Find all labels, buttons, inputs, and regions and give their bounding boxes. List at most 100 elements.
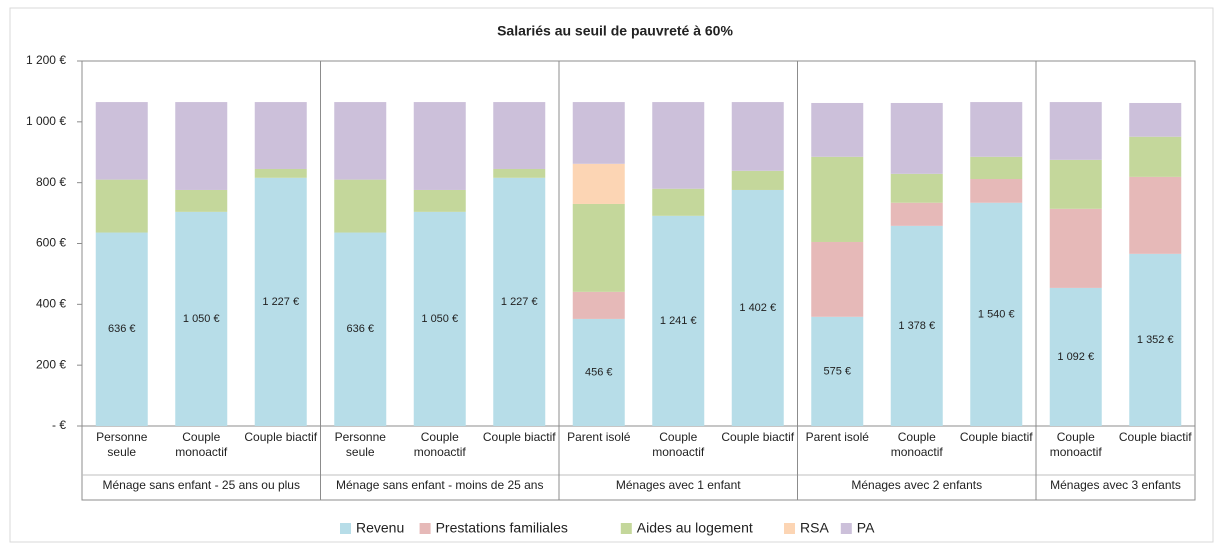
bar-segment [652, 102, 705, 189]
legend-label: Aides au logement [637, 520, 753, 536]
category-label-box: Parent isolé [806, 430, 869, 444]
bar-segment [254, 102, 307, 169]
bar-label: 1 092 € [1057, 351, 1094, 363]
y-tick-label: 1 000 € [26, 114, 66, 128]
category-label: Couple monoactif [413, 430, 466, 459]
category-label: Couple monoactif [1049, 430, 1102, 459]
category-label-box: Couple monoactif [1049, 430, 1102, 459]
bar-segment [413, 102, 466, 190]
y-tick-label: 400 € [36, 297, 66, 311]
bar-segment [652, 215, 705, 426]
bar-segment [493, 102, 546, 169]
group-label: Ménage sans enfant - moins de 25 ans [336, 478, 544, 492]
bar-segment [970, 156, 1023, 180]
legend-swatch [620, 523, 632, 534]
bar-segment [811, 102, 864, 157]
bar-segment [493, 168, 546, 178]
legend-label: Prestations familiales [436, 520, 568, 536]
category-label: Personne seule [334, 430, 386, 459]
bar-segment [811, 316, 864, 426]
bar-segment [731, 170, 784, 190]
bar-segment [254, 177, 307, 426]
bar-segment [95, 232, 148, 426]
bar-segment [413, 189, 466, 212]
bar-segment [175, 102, 228, 190]
bar-segment [95, 179, 148, 233]
chart-title: Salariés au seuil de pauvreté à 60% [497, 23, 733, 39]
bar-segment [1049, 102, 1102, 160]
category-label-box: Personne seule [96, 430, 147, 459]
category-label-box: Couple biactif [960, 430, 1033, 444]
bar-segment [572, 291, 625, 319]
bar-segment [731, 189, 784, 426]
y-tick-label: 200 € [36, 357, 66, 371]
category-label: Couple biactif [721, 430, 795, 444]
category-label-box: Couple monoactif [890, 430, 943, 459]
bar-label: 1 378 € [898, 320, 935, 332]
bar-label: 1 241 € [660, 315, 697, 327]
legend-swatch [419, 523, 431, 534]
group-label: Ménages avec 3 enfants [1050, 478, 1181, 492]
bar-segment [890, 225, 943, 426]
category-label: Couple biactif [244, 430, 318, 444]
category-label-box: Couple biactif [721, 430, 795, 444]
bar-segment [652, 188, 705, 216]
bar-segment [970, 202, 1023, 426]
bar-segment [572, 102, 625, 164]
legend-label: Revenu [356, 520, 404, 536]
bar-segment [334, 102, 387, 180]
legend-swatch [340, 523, 351, 534]
bar-segment [731, 102, 784, 171]
bar-label: 1 227 € [262, 296, 299, 308]
bar-segment [1129, 253, 1182, 426]
bar-segment [572, 318, 625, 426]
category-label-box: Parent isolé [567, 430, 631, 444]
bar-segment [572, 203, 625, 292]
bar-segment [890, 202, 943, 226]
bar-label: 575 € [823, 365, 851, 377]
bar-segment [1049, 208, 1102, 288]
bar-segment [890, 102, 943, 174]
bar-segment [1049, 287, 1102, 426]
y-tick-label: - € [52, 418, 66, 432]
bar-label: 636 € [346, 323, 374, 335]
category-label: Couple monoactif [652, 430, 705, 459]
bar-label: 1 227 € [501, 296, 538, 308]
group-label-box: Ménages avec 3 enfants [1050, 478, 1181, 492]
bar-label: 456 € [585, 366, 613, 378]
bar-segment [811, 156, 864, 242]
group-label-box: Ménages avec 1 enfant [615, 478, 741, 492]
bar-segment [811, 241, 864, 317]
bar-segment [175, 211, 228, 426]
y-tick-label: 1 200 € [26, 53, 66, 67]
category-label: Couple monoactif [890, 430, 943, 459]
group-label: Ménages avec 2 enfants [851, 478, 983, 492]
bar-segment [1049, 159, 1102, 209]
bar-segment [493, 177, 546, 426]
bar-segment [175, 189, 228, 212]
bar-segment [1129, 176, 1182, 254]
category-label-box: Couple monoactif [652, 430, 705, 459]
legend-swatch [784, 523, 795, 534]
category-label-box: Personne seule [334, 430, 386, 459]
bar-segment [254, 168, 307, 178]
bar-segment [413, 211, 466, 426]
y-tick-label: 600 € [36, 236, 66, 250]
bar-segment [95, 102, 148, 180]
category-label: Parent isolé [567, 430, 631, 444]
category-label-box: Couple biactif [1119, 430, 1192, 444]
plot-border [81, 60, 1196, 501]
legend-label: RSA [800, 520, 829, 536]
bar-segment [890, 173, 943, 203]
group-label: Ménage sans enfant - 25 ans ou plus [102, 478, 300, 492]
bar-label: 1 050 € [421, 313, 458, 325]
group-label: Ménages avec 1 enfant [615, 478, 741, 492]
bar-segment [970, 179, 1023, 203]
bar-label: 1 540 € [978, 308, 1015, 320]
bar-segment [572, 163, 625, 204]
bar-label: 1 050 € [183, 313, 220, 325]
bar-segment [970, 102, 1023, 157]
category-label: Couple biactif [482, 430, 556, 444]
bar-label: 1 352 € [1137, 334, 1174, 346]
